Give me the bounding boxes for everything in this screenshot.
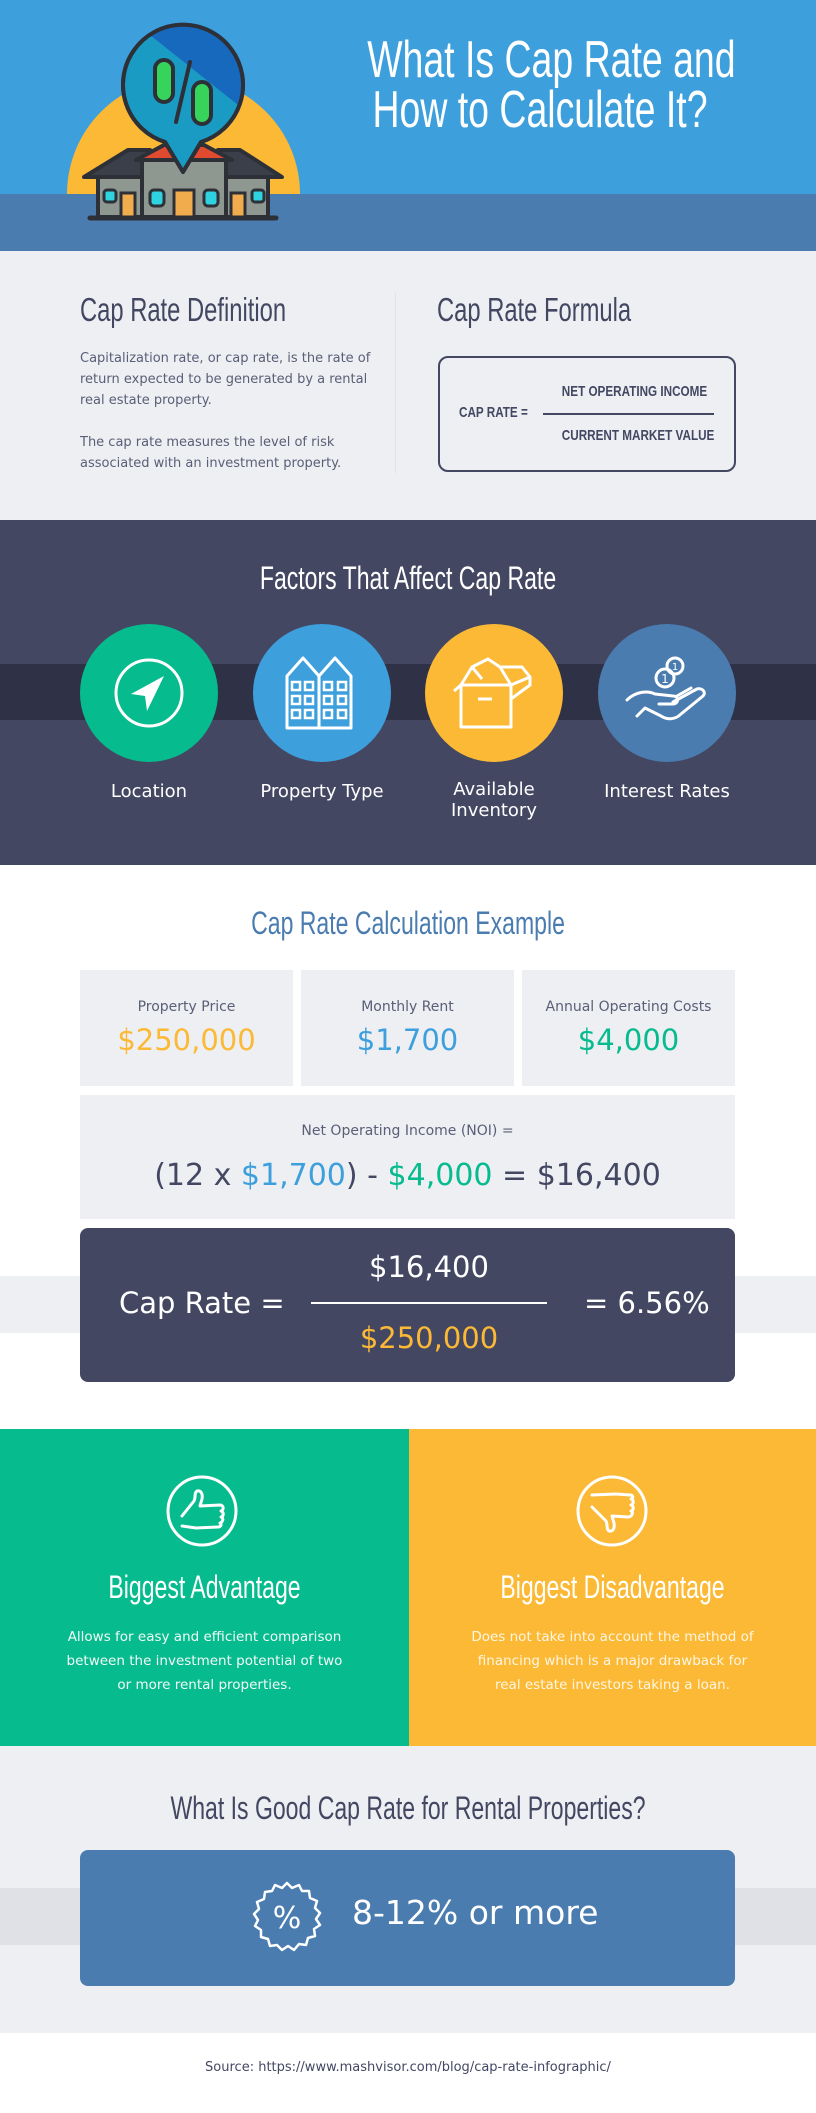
disadvantage-title-text: Biggest Disadvantage <box>500 1569 725 1605</box>
text-line: or more rental properties. <box>117 1677 292 1693</box>
factor-interest-rates-circle: 1 1 <box>598 624 736 762</box>
definition-paragraph-2: The cap rate measures the level of risk … <box>80 432 390 474</box>
cap-rate-result: = 6.56% <box>584 1286 710 1320</box>
card-annual-operating-costs: Annual Operating Costs $4,000 <box>522 970 735 1086</box>
cap-rate-lhs: Cap Rate = <box>119 1286 285 1320</box>
fraction-line <box>311 1302 547 1304</box>
formula-numerator: NET OPERATING INCOME <box>561 383 708 400</box>
noi-equals: = <box>492 1158 537 1193</box>
header-banner: What Is Cap Rate and How to Calculate It… <box>0 0 816 251</box>
noi-minus: ) - <box>345 1158 388 1193</box>
percent-badge-icon: % <box>252 1881 322 1952</box>
noi-costs: $4,000 <box>387 1158 493 1193</box>
source-citation: Source: https://www.mashvisor.com/blog/c… <box>205 2060 611 2075</box>
text-line: Does not take into account the method of <box>471 1629 754 1645</box>
good-cap-rate-box <box>80 1850 735 1986</box>
noi-equation: (12 x $1,700) - $4,000 = $16,400 <box>80 1158 735 1194</box>
text-line: return expected to be generated by a ren… <box>80 372 368 387</box>
formula-heading-text: Cap Rate Formula <box>437 291 632 328</box>
cap-rate-result-box <box>80 1228 735 1382</box>
good-cap-rate-value: 8-12% or more <box>352 1893 599 1932</box>
advantage-title-text: Biggest Advantage <box>108 1569 301 1605</box>
house-percent-pin-icon <box>67 22 300 221</box>
factor-property-type-circle <box>253 624 391 762</box>
open-box-icon <box>453 657 532 729</box>
hand-coins-icon: 1 1 <box>625 656 706 721</box>
text-line: Capitalization rate, or cap rate, is the… <box>80 351 371 366</box>
formula-lhs: CAP RATE = <box>459 404 528 421</box>
factor-inventory-label: Available Inventory <box>409 779 579 821</box>
text-line: associated with an investment property. <box>80 456 342 471</box>
noi-result: $16,400 <box>536 1158 661 1193</box>
formula-denominator: CURRENT MARKET VALUE <box>561 427 715 444</box>
definition-heading: Cap Rate Definition <box>80 292 400 328</box>
noi-rent: $1,700 <box>240 1158 346 1193</box>
title-line-2: How to Calculate It? <box>372 81 708 139</box>
card-value: $4,000 <box>577 1023 680 1057</box>
card-value: $250,000 <box>117 1023 256 1057</box>
text-line: Allows for easy and efficient comparison <box>67 1629 342 1645</box>
definition-heading-text: Cap Rate Definition <box>80 291 287 328</box>
cap-rate-denominator: $250,000 <box>359 1321 499 1355</box>
card-label: Property Price <box>137 999 236 1015</box>
label-line: Inventory <box>451 800 537 821</box>
section-divider <box>395 293 396 473</box>
text-line: financing which is a major drawback for <box>477 1653 748 1669</box>
text-line: The cap rate measures the level of risk <box>80 435 335 450</box>
factor-inventory-circle <box>425 624 563 762</box>
definition-paragraph-1: Capitalization rate, or cap rate, is the… <box>80 348 390 411</box>
card-label: Annual Operating Costs <box>545 999 712 1015</box>
formula-heading: Cap Rate Formula <box>437 292 757 328</box>
advantage-text: Allows for easy and efficient comparison… <box>0 1625 409 1697</box>
noi-box: Net Operating Income (NOI) = (12 x $1,70… <box>80 1095 735 1219</box>
factor-property-type-label: Property Type <box>260 781 384 802</box>
text-line: real estate property. <box>80 393 212 408</box>
page-title: What Is Cap Rate and How to Calculate It… <box>300 34 780 136</box>
disadvantage-text: Does not take into account the method of… <box>409 1625 816 1697</box>
card-value: $1,700 <box>356 1023 459 1057</box>
text-line: real estate investors taking a loan. <box>495 1677 730 1693</box>
advantage-panel: Biggest Advantage Allows for easy and ef… <box>0 1429 409 1746</box>
disadvantage-panel: Biggest Disadvantage Does not take into … <box>409 1429 816 1746</box>
factor-location-label: Location <box>110 781 188 802</box>
fraction-line <box>543 413 714 415</box>
factor-location-circle <box>80 624 218 762</box>
calculation-heading-text: Cap Rate Calculation Example <box>251 905 565 941</box>
formula-box <box>438 356 736 472</box>
label-line: Available <box>453 779 535 800</box>
thumbs-up-icon <box>166 1475 238 1547</box>
thumbs-down-icon <box>576 1475 648 1547</box>
card-label: Monthly Rent <box>361 999 454 1015</box>
noi-open: (12 x <box>154 1158 241 1193</box>
advantage-title: Biggest Advantage <box>0 1569 409 1605</box>
good-cap-rate-heading-text: What Is Good Cap Rate for Rental Propert… <box>170 1790 646 1826</box>
calculation-heading: Cap Rate Calculation Example <box>0 905 816 941</box>
factors-heading-text: Factors That Affect Cap Rate <box>259 560 557 596</box>
card-monthly-rent: Monthly Rent $1,700 <box>301 970 514 1086</box>
buildings-icon <box>285 656 353 730</box>
percent-symbol: % <box>273 1901 302 1936</box>
disadvantage-title: Biggest Disadvantage <box>409 1569 816 1605</box>
title-line-1: What Is Cap Rate and <box>367 31 736 89</box>
text-line: between the investment potential of two <box>66 1653 343 1669</box>
definition-section <box>0 251 816 520</box>
factor-interest-rates-label: Interest Rates <box>604 781 730 802</box>
navigation-arrow-icon <box>114 658 184 728</box>
factors-heading: Factors That Affect Cap Rate <box>0 560 816 596</box>
good-cap-rate-heading: What Is Good Cap Rate for Rental Propert… <box>0 1790 816 1826</box>
svg-text:1: 1 <box>661 672 669 686</box>
card-property-price: Property Price $250,000 <box>80 970 293 1086</box>
svg-text:1: 1 <box>672 662 678 673</box>
noi-label: Net Operating Income (NOI) = <box>301 1123 514 1139</box>
cap-rate-numerator: $16,400 <box>369 1250 489 1284</box>
